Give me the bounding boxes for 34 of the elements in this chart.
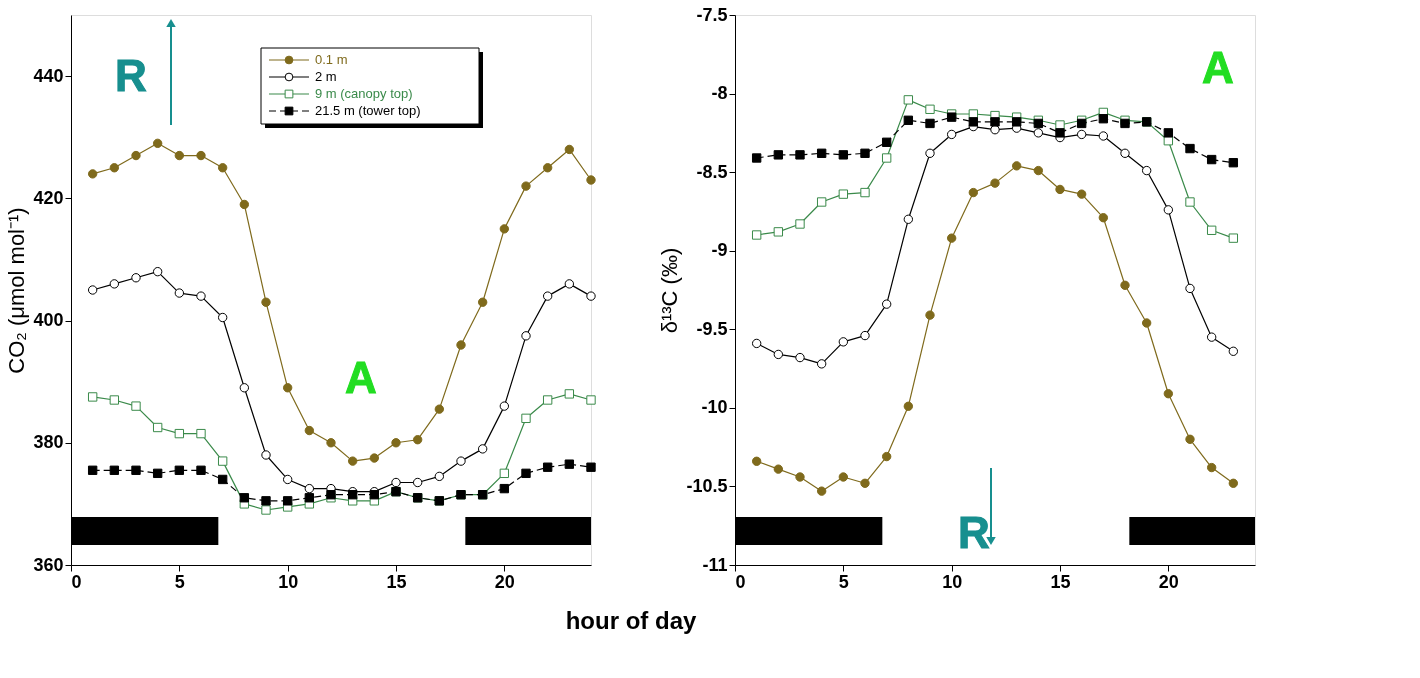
legend-label: 9 m (canopy top) bbox=[315, 86, 413, 101]
x-tick-label: 0 bbox=[71, 571, 82, 592]
y-tick-label: -11 bbox=[702, 554, 728, 575]
x-tick-label: 10 bbox=[278, 571, 299, 592]
y-tick-label: 420 bbox=[33, 187, 64, 208]
y-tick-label: -10 bbox=[701, 397, 728, 418]
x-tick-label: 20 bbox=[494, 571, 515, 592]
y-tick-label: 380 bbox=[33, 432, 64, 453]
y-tick-label: 400 bbox=[33, 310, 64, 331]
x-tick-label: 5 bbox=[174, 571, 185, 592]
annotation: R bbox=[958, 508, 990, 557]
y-tick-label: 360 bbox=[33, 554, 64, 575]
x-tick-label: 5 bbox=[838, 571, 849, 592]
y-axis-title: CO₂ (μmol mol⁻¹) bbox=[4, 207, 30, 374]
x-tick-label: 15 bbox=[386, 571, 407, 592]
y-axis-title: δ¹³C (‰) bbox=[657, 247, 683, 334]
x-axis-title: hour of day bbox=[565, 607, 697, 634]
y-tick-label: -8 bbox=[711, 83, 728, 104]
annotation: A bbox=[345, 353, 377, 402]
legend-label: 21.5 m (tower top) bbox=[315, 103, 421, 118]
legend-label: 0.1 m bbox=[315, 52, 348, 67]
y-tick-label: -7.5 bbox=[696, 4, 728, 25]
legend-label: 2 m bbox=[315, 69, 337, 84]
x-tick-label: 20 bbox=[1158, 571, 1179, 592]
x-tick-label: 0 bbox=[735, 571, 746, 592]
y-tick-label: -9 bbox=[711, 240, 728, 261]
x-tick-label: 10 bbox=[942, 571, 963, 592]
annotation: A bbox=[1202, 43, 1234, 92]
annotation: R bbox=[115, 51, 147, 100]
y-tick-label: -10.5 bbox=[686, 475, 728, 496]
y-tick-label: -9.5 bbox=[696, 318, 728, 339]
x-tick-label: 15 bbox=[1050, 571, 1071, 592]
y-tick-label: 440 bbox=[33, 65, 64, 86]
y-tick-label: -8.5 bbox=[696, 161, 728, 182]
